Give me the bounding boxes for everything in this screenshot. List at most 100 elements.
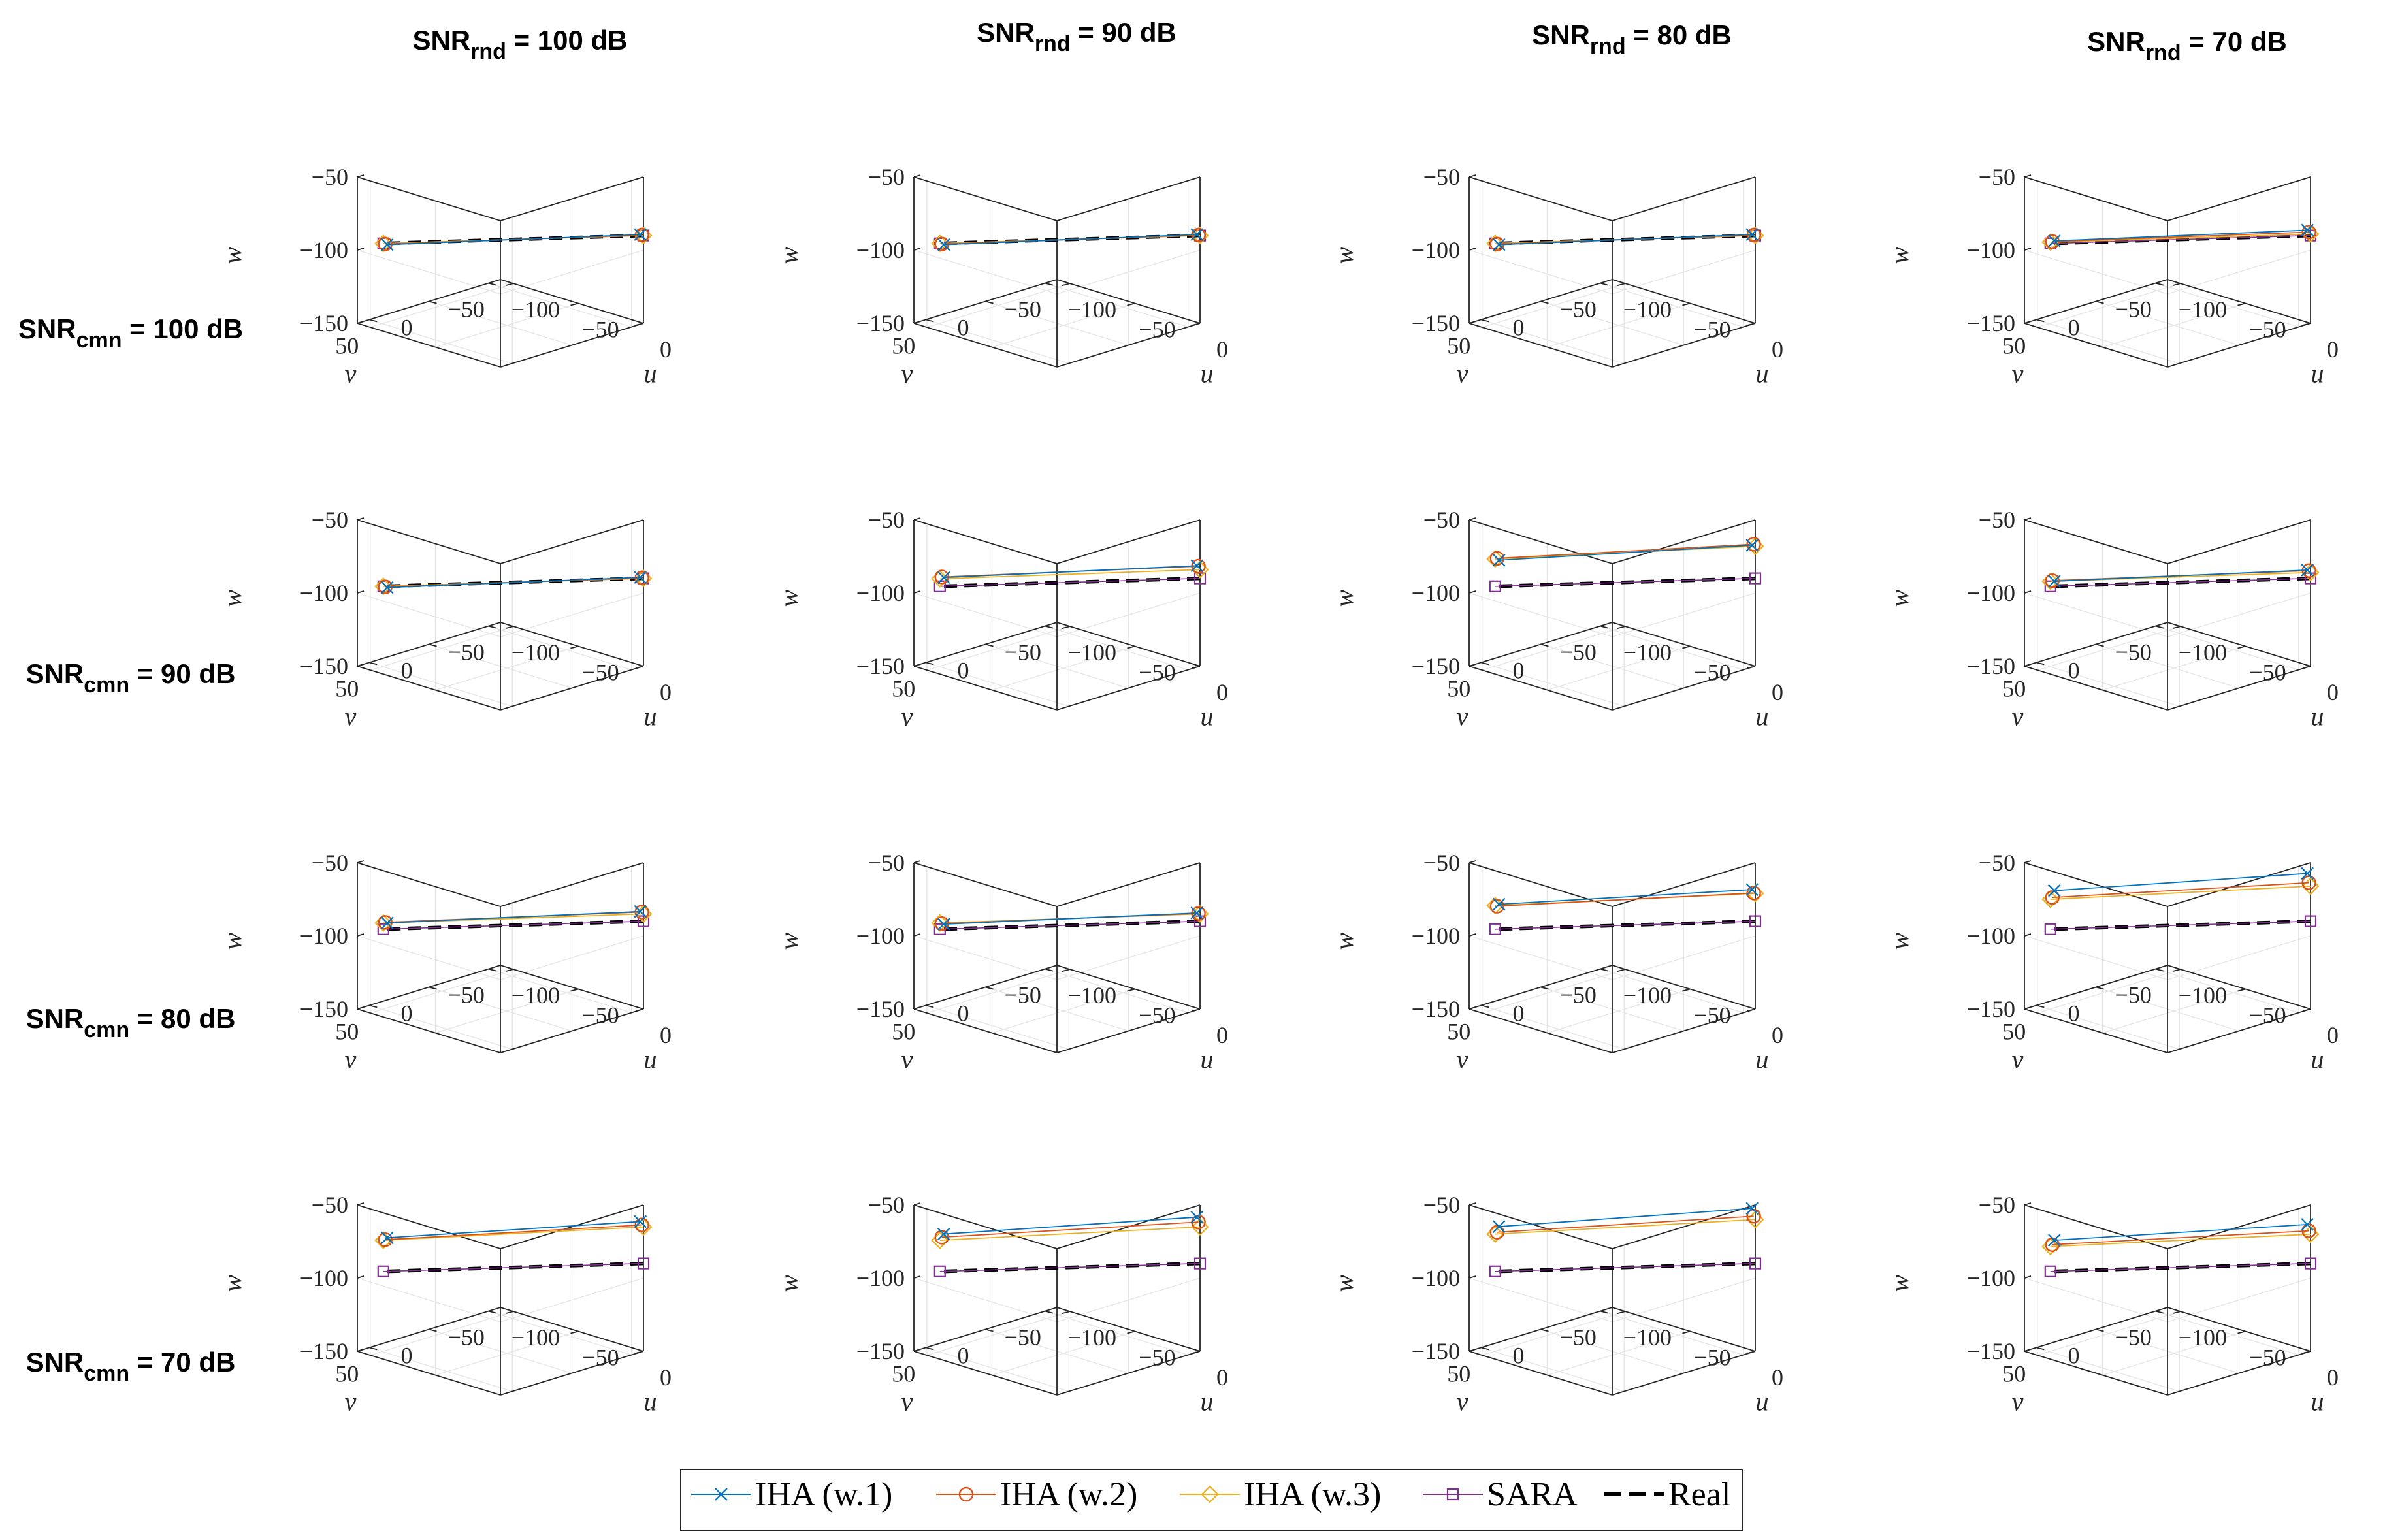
axis-edge: [2167, 323, 2311, 368]
w-tick-label: −100: [856, 1265, 905, 1291]
axis-edge: [1612, 666, 1756, 711]
u-tick: [2302, 666, 2311, 669]
v-tick-label: −50: [1005, 1324, 1041, 1351]
axis-edge: [500, 1351, 644, 1396]
v-tick-label: 0: [958, 1343, 969, 1369]
u-axis-label: u: [644, 1045, 657, 1074]
w-tick: [357, 1006, 365, 1010]
sara-marker: [1489, 580, 1501, 592]
legend-item-iha2: IHA (w.2): [936, 1476, 1137, 1513]
w-tick: [1468, 1275, 1476, 1279]
w-tick: [2024, 1006, 2032, 1010]
axis-edge: [913, 176, 1058, 221]
axis-edge: [357, 1204, 501, 1249]
series-lines: [374, 227, 653, 253]
iha2-marker: [634, 1217, 649, 1232]
legend-marker: [958, 1486, 974, 1502]
axis-edge: [1612, 965, 1756, 1010]
sara-marker: [377, 923, 389, 935]
u-axis-label: u: [1201, 702, 1214, 731]
u-tick-label: −100: [1068, 297, 1116, 323]
v-tick: [2036, 1004, 2045, 1008]
w-tick: [913, 933, 921, 937]
v-tick: [1481, 662, 1489, 666]
v-tick-label: 50: [2002, 1360, 2026, 1387]
v-tick-label: 50: [1447, 332, 1470, 359]
u-tick-label: −100: [1623, 1324, 1672, 1351]
iha1-marker: [1493, 1220, 1506, 1233]
grid-titles: SNRrnd = 100 dB SNRrnd = 90 dB SNRrnd = 80…: [18, 17, 2287, 1386]
v-tick-label: −50: [1005, 982, 1041, 1008]
w-tick: [1468, 517, 1476, 521]
u-tick: [2237, 1330, 2246, 1334]
axis-edge: [1056, 323, 1201, 368]
u-axis-label: u: [1756, 1045, 1769, 1074]
tick-labels: −150 −100 −50 −50 0 50 −100 −50 0: [1412, 850, 1783, 1048]
iha2-line: [385, 1224, 642, 1241]
axis-edge: [500, 1204, 644, 1249]
u-tick: [2237, 645, 2246, 649]
iha1-line: [387, 1221, 641, 1239]
axis-edge: [1056, 1008, 1201, 1053]
v-axis-label: v: [345, 1387, 357, 1417]
u-tick: [635, 1008, 644, 1012]
row-title-4: SNRcmn = 70 dB: [26, 1347, 236, 1386]
u-tick-label: −50: [582, 1345, 619, 1371]
v-tick-label: −50: [1005, 639, 1041, 666]
w-tick-label: −50: [312, 1192, 348, 1218]
iha1-line: [943, 565, 1197, 579]
grid-line: [926, 1347, 1069, 1392]
w-tick-label: −100: [1412, 237, 1460, 263]
u-tick: [2302, 323, 2311, 326]
w-axis-label: w: [1329, 246, 1359, 264]
w-tick: [2024, 933, 2032, 937]
axis-edge: [2167, 965, 2311, 1010]
w-tick-label: −150: [856, 1338, 905, 1364]
subplot-r1-c3: −150 −100 −50 −50 0 50 −100 −50 0 w v u: [1329, 164, 1783, 389]
sara-marker: [1489, 1265, 1501, 1277]
axis-edge: [500, 622, 644, 667]
v-axis-label: v: [2012, 1387, 2024, 1417]
w-tick-label: −50: [1979, 507, 2015, 533]
tick-labels: −150 −100 −50 −50 0 50 −100 −50 0: [1967, 1192, 2339, 1390]
iha1-marker: [2048, 575, 2061, 588]
axis-edge: [1468, 519, 1613, 564]
iha1-marker: [2301, 1218, 2314, 1231]
u-tick: [1617, 283, 1626, 286]
axis-edge: [500, 1307, 644, 1352]
sara-line: [383, 1262, 644, 1272]
v-tick: [1540, 1328, 1549, 1332]
w-tick: [2024, 248, 2032, 251]
v-tick: [926, 319, 934, 323]
axis-edge: [1056, 666, 1201, 711]
v-tick: [2155, 282, 2164, 286]
axis-edge: [1612, 1204, 1756, 1249]
v-tick: [429, 1328, 437, 1332]
u-tick: [570, 988, 579, 992]
iha1-marker: [381, 238, 394, 251]
u-tick: [1682, 302, 1691, 306]
v-tick: [985, 1328, 994, 1332]
axis-edge: [913, 666, 1058, 711]
iha3-marker: [2041, 572, 2060, 590]
w-tick-label: −50: [1423, 850, 1460, 876]
w-tick-label: −100: [1412, 580, 1460, 606]
iha3-marker: [374, 577, 393, 596]
iha2-marker: [1489, 1225, 1505, 1240]
u-tick-label: −100: [1623, 297, 1672, 323]
v-tick-label: 0: [958, 315, 969, 341]
v-tick: [1600, 1310, 1608, 1314]
v-tick-label: −50: [2115, 639, 2152, 666]
axis-edge: [500, 965, 644, 1010]
u-tick: [1617, 969, 1626, 972]
axis-edge: [1612, 1307, 1756, 1352]
u-tick-label: −100: [1623, 639, 1672, 666]
v-tick-label: 0: [958, 1001, 969, 1027]
iha2-marker: [2301, 875, 2316, 890]
iha2-marker: [2301, 225, 2316, 240]
grid-line: [926, 1004, 1069, 1050]
axes-box: [1468, 176, 1756, 368]
v-tick-label: 0: [958, 658, 969, 684]
u-tick: [1682, 1330, 1691, 1334]
iha2-line: [2052, 231, 2309, 242]
